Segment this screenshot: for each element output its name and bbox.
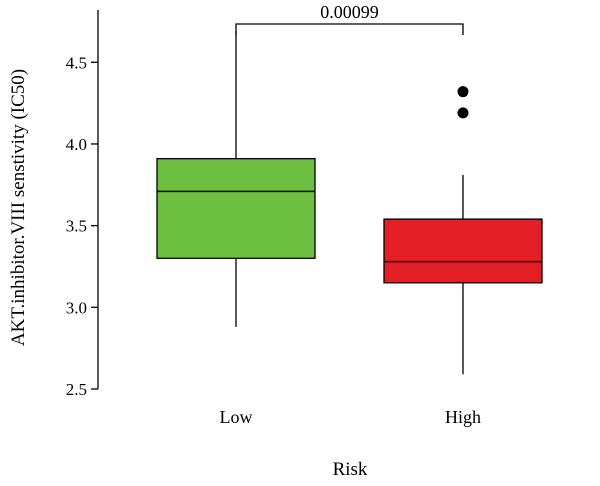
y-tick-label: 2.5 bbox=[66, 380, 87, 399]
significance-bracket bbox=[235, 23, 464, 35]
y-axis-title: AKT.inhibitor.VIII senstivity (IC50) bbox=[8, 69, 29, 346]
outlier-point-high bbox=[457, 86, 469, 98]
box-low bbox=[156, 31, 316, 327]
x-tick-label-high: High bbox=[445, 407, 481, 427]
y-tick-label: 4.0 bbox=[66, 135, 87, 154]
y-tick-label: 4.5 bbox=[66, 53, 87, 72]
x-axis-title: Risk bbox=[333, 459, 368, 480]
y-tick-label: 3.5 bbox=[66, 217, 87, 236]
box-groups bbox=[156, 31, 543, 375]
iqr-box-high bbox=[383, 218, 543, 284]
x-tick-label-low: Low bbox=[220, 407, 253, 427]
y-axis: 2.5 3.0 3.5 4.0 4.5 bbox=[66, 10, 99, 399]
box-high bbox=[383, 86, 543, 375]
significance-annotation: 0.00099 bbox=[235, 2, 464, 35]
iqr-box-low bbox=[156, 158, 316, 259]
x-axis-labels: Low High bbox=[220, 407, 482, 427]
outlier-point-high bbox=[457, 107, 469, 119]
y-tick-label: 3.0 bbox=[66, 298, 87, 317]
p-value-label: 0.00099 bbox=[320, 2, 379, 22]
